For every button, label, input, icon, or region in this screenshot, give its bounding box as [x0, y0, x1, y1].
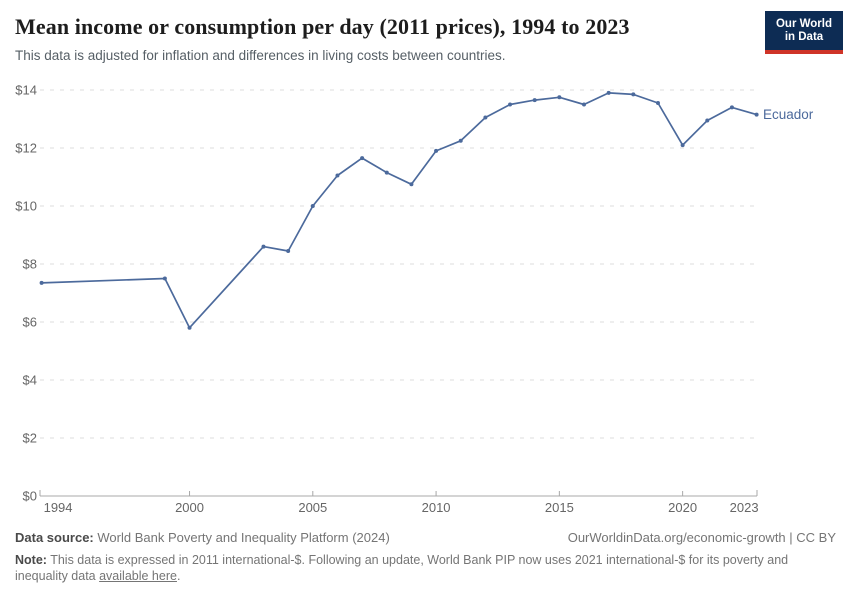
y-tick-label: $8: [23, 257, 37, 272]
y-tick-label: $12: [15, 141, 37, 156]
data-point: [335, 173, 340, 178]
data-point: [286, 248, 291, 253]
y-tick-label: $4: [23, 373, 37, 388]
x-tick-label: 2005: [298, 500, 327, 515]
data-point: [508, 102, 513, 107]
data-point: [310, 204, 315, 208]
y-tick-label: $14: [15, 83, 37, 98]
data-point: [532, 98, 537, 103]
chart-footer: Data source: World Bank Poverty and Ineq…: [15, 530, 836, 584]
data-point: [729, 105, 734, 110]
data-source: Data source: World Bank Poverty and Ineq…: [15, 530, 390, 546]
data-point: [162, 276, 167, 281]
data-point: [360, 156, 365, 161]
data-point: [187, 325, 192, 330]
owid-logo: Our World in Data: [765, 11, 843, 54]
chart-note: Note: This data is expressed in 2011 int…: [15, 552, 836, 584]
data-point: [655, 101, 660, 106]
logo-line-1: Our World: [775, 18, 832, 30]
data-point: [409, 182, 414, 187]
attribution: OurWorldinData.org/economic-growth | CC …: [567, 530, 836, 545]
note-label: Note:: [15, 553, 47, 567]
data-point: [582, 102, 587, 107]
chart-canvas: $0 $2 $4 $6 $8 $10 $12 $14 1994 2000 2005 2010 2015 2…: [15, 83, 814, 516]
data-point: [557, 95, 562, 100]
logo-line-2: in Data: [784, 31, 824, 43]
data-point: [754, 112, 759, 117]
y-tick-label: $0: [23, 489, 37, 504]
x-tick-label: 1994: [44, 500, 73, 515]
note-body: This data is expressed in 2011 internati…: [15, 553, 789, 583]
data-point: [261, 244, 266, 249]
note-link[interactable]: available here: [99, 569, 177, 583]
data-source-row: Data source: World Bank Poverty and Ineq…: [15, 530, 836, 546]
y-tick-label: $6: [23, 315, 37, 330]
x-tick-label: 2010: [422, 500, 451, 515]
y-tick-label: $2: [23, 431, 37, 446]
data-point: [631, 92, 636, 97]
series-line: [40, 92, 758, 329]
data-point: [458, 138, 463, 143]
data-point: [705, 118, 710, 123]
data-point: [384, 170, 389, 175]
series-end-label: Ecuador: [763, 107, 814, 122]
data-point: [434, 148, 439, 153]
chart-header: Mean income or consumption per day (2011…: [15, 11, 843, 64]
data-source-label: Data source:: [15, 530, 94, 545]
x-tick-label: 2020: [668, 500, 697, 515]
data-point: [606, 90, 611, 95]
data-point: [680, 143, 685, 148]
x-tick-label: 2023: [730, 500, 759, 515]
x-tick-label: 2000: [175, 500, 204, 515]
chart-title: Mean income or consumption per day (2011…: [15, 14, 630, 39]
data-point: [483, 115, 488, 120]
chart-subtitle: This data is adjusted for inflation and …: [15, 48, 506, 63]
x-tick-label: 2015: [545, 500, 574, 515]
data-point: [39, 280, 44, 285]
note-suffix: .: [176, 569, 181, 583]
data-source-value: World Bank Poverty and Inequality Platfo…: [97, 530, 390, 545]
y-tick-label: $10: [15, 199, 37, 214]
